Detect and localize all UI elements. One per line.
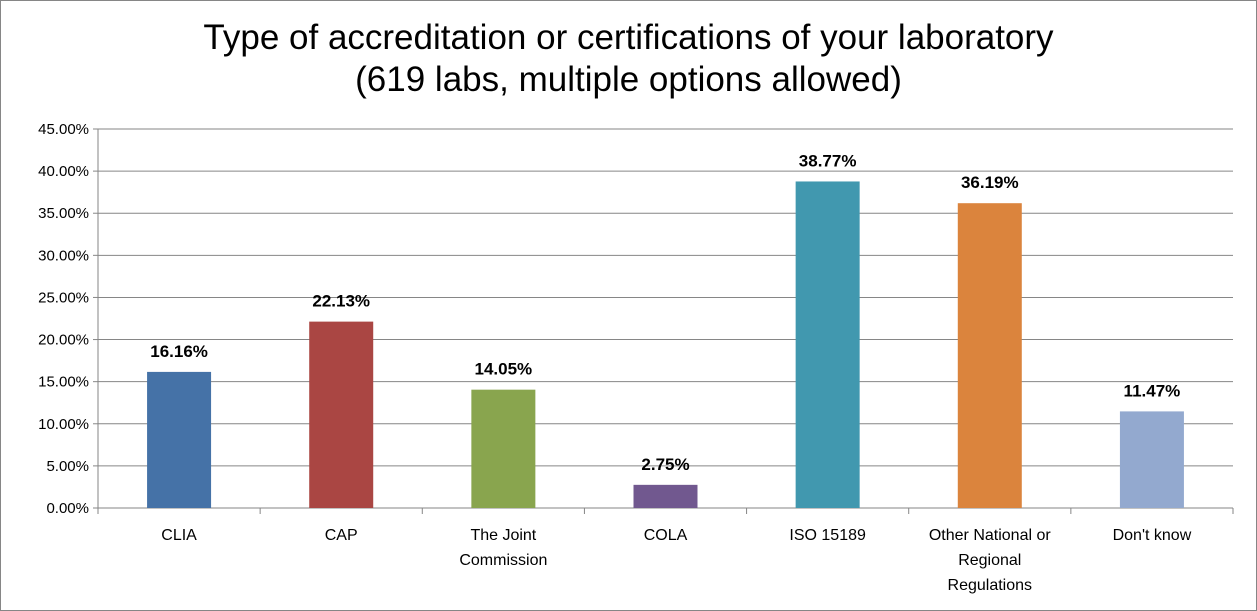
x-tick-label: Regulations [948,577,1033,594]
x-tick-label: CLIA [161,527,197,544]
bar [471,389,536,508]
y-tick-label: 45.00% [38,121,89,138]
x-tick-label: Commission [459,552,547,569]
chart-title-line-2: (619 labs, multiple options allowed) [355,60,902,99]
x-tick-label: ISO 15189 [789,527,866,544]
bar [957,203,1022,509]
bar [309,321,374,508]
data-label: 16.16% [150,342,208,361]
bar [795,181,860,508]
y-tick-label: 35.00% [38,205,89,222]
y-tick-label: 5.00% [46,458,89,475]
x-tick-label: Other National or [929,527,1052,544]
y-tick-label: 30.00% [38,247,89,264]
x-tick-label: Don't know [1113,527,1192,544]
data-label: 22.13% [312,292,370,311]
data-label: 11.47% [1124,381,1181,400]
y-tick-label: 0.00% [46,500,89,517]
chart-title-line-1: Type of accreditation or certifications … [203,18,1054,57]
x-tick-label: CAP [325,527,358,544]
bar [1119,411,1184,508]
x-tick-label: COLA [644,527,688,544]
y-tick-label: 20.00% [38,332,89,349]
y-tick-label: 40.00% [38,163,89,180]
chart-title: Type of accreditation or certifications … [1,17,1256,101]
data-label: 36.19% [961,173,1019,192]
y-tick-label: 15.00% [38,374,89,391]
x-tick-label: The Joint [470,527,536,544]
data-label: 14.05% [475,360,533,379]
data-label: 2.75% [641,455,689,474]
data-label: 38.77% [799,151,857,170]
bar [147,371,212,508]
y-tick-label: 10.00% [38,416,89,433]
x-tick-label: Regional [958,552,1021,569]
y-tick-label: 25.00% [38,289,89,306]
bar [633,484,698,508]
